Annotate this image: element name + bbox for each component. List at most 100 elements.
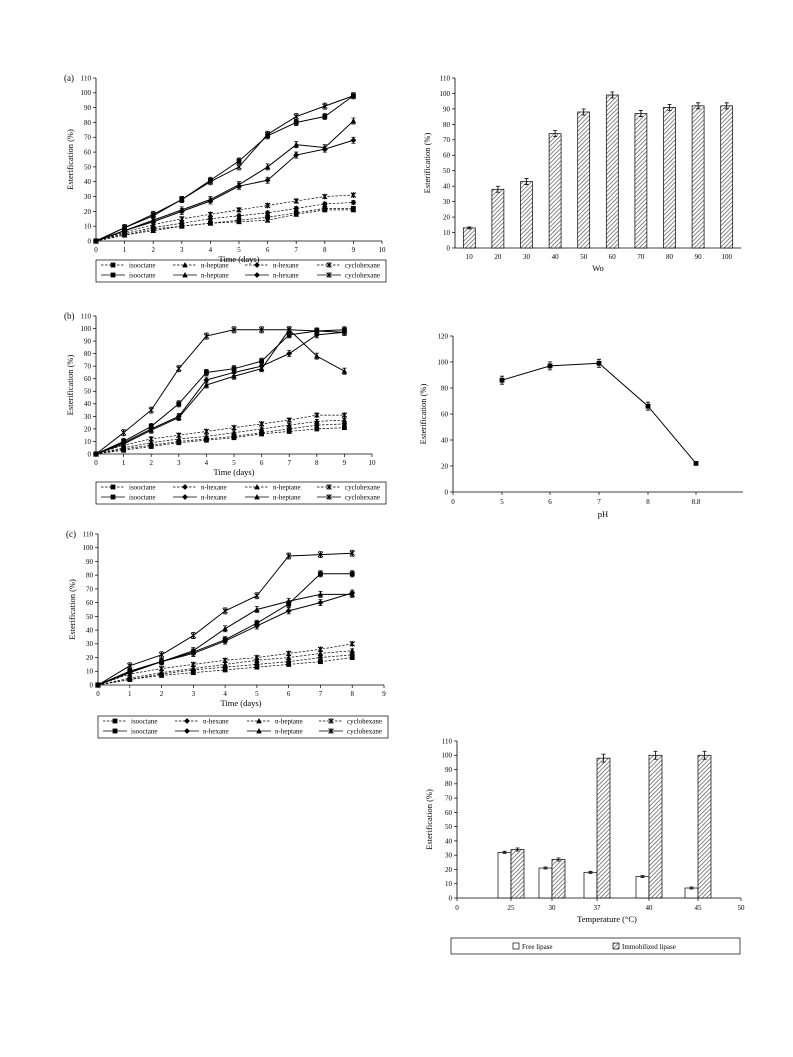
legend-label: n-heptane — [275, 717, 303, 725]
y-tick-label: 60 — [84, 148, 92, 156]
legend-label: n-heptane — [201, 271, 229, 279]
legend-marker — [182, 484, 188, 490]
x-tick-label: 9 — [352, 246, 356, 254]
y-tick-label: 90 — [84, 104, 92, 112]
y-tick-label: 30 — [86, 640, 94, 648]
x-tick-label: 9 — [382, 690, 386, 698]
data-point-n-heptane — [264, 163, 271, 170]
data-point-n-heptane — [314, 353, 320, 359]
bar-immobilized-lipase-45 — [697, 754, 712, 899]
y-tick-label: 70 — [443, 136, 451, 144]
data-point-n-heptane — [176, 435, 182, 442]
bar-wo-20 — [491, 188, 505, 249]
error-bar — [581, 108, 586, 116]
data-point-n-hexane — [293, 205, 300, 212]
x-axis-title: Time (days) — [218, 254, 259, 264]
data-point-cyclohexane — [158, 651, 165, 658]
data-point-cyclohexane — [264, 131, 271, 138]
data-point-cyclohexane — [148, 436, 154, 442]
x-tick-label: 40 — [646, 904, 654, 912]
legend-marker — [326, 494, 332, 500]
data-point-n-heptane — [286, 422, 292, 428]
x-tick-label: 5 — [255, 690, 259, 698]
y-tick-label: 100 — [81, 325, 92, 333]
legend-marker — [112, 718, 118, 724]
data-point-isooctane — [204, 370, 209, 375]
data-point-n-heptane — [258, 425, 265, 432]
data-point-cyclohexane — [148, 407, 154, 413]
data-point-n-heptane — [236, 218, 242, 225]
y-tick-label: 90 — [86, 558, 94, 566]
data-point-n-hexane — [150, 218, 157, 225]
data-point-cyclohexane — [286, 417, 292, 424]
legend-label: isooctane — [129, 493, 155, 501]
y-tick-label: 30 — [445, 852, 453, 860]
data-point-n-heptane — [254, 606, 260, 612]
y-tick-label: 50 — [84, 388, 92, 396]
data-point-n-heptane — [158, 669, 165, 676]
data-point-n-hexane — [350, 137, 357, 144]
legend-label: n-hexane — [273, 261, 299, 269]
bar-free-lipase-45 — [684, 887, 699, 899]
bar-immobilized-lipase-30 — [551, 859, 566, 899]
data-point-isooctane — [318, 571, 323, 577]
data-point-cyclohexane — [349, 640, 355, 647]
legend-label: n-heptane — [201, 261, 229, 269]
y-tick-label: 20 — [445, 866, 453, 874]
data-point-cyclohexane — [264, 202, 271, 209]
data-point-n-hexane — [231, 369, 237, 376]
data-point-n-hexane — [293, 152, 300, 158]
data-point-n-heptane — [293, 141, 299, 148]
y-tick-label: 120 — [438, 332, 449, 340]
series-line-cyclohexane-solid — [95, 95, 354, 242]
data-point-n-heptane — [264, 217, 271, 223]
legend-marker — [254, 494, 260, 500]
data-point-ph — [693, 461, 699, 466]
data-point-n-hexane — [253, 661, 260, 668]
error-bar — [543, 866, 548, 870]
legend-label: cyclohexane — [347, 717, 382, 725]
legend-label: cyclohexane — [347, 727, 382, 735]
panel-label: (a) — [64, 73, 74, 83]
chart-b: 0 10 20 30 40 50 60 70 80 90 100 110 0 1 2 3 4 5 6 7 8 9 10 Tim… — [64, 311, 387, 505]
error-bar — [515, 847, 520, 852]
y-tick-label: 100 — [438, 358, 449, 366]
x-tick-label: 5 — [232, 459, 236, 467]
data-point-cyclohexane — [349, 550, 355, 557]
data-point-cyclohexane — [258, 326, 265, 333]
data-point-n-heptane — [126, 675, 133, 681]
data-point-isooctane — [286, 332, 292, 338]
legend-marker — [182, 262, 188, 268]
legend-box — [95, 259, 387, 283]
y-tick-label: 110 — [442, 737, 453, 745]
data-point-n-hexane — [264, 209, 271, 216]
y-axis-title: Esterification (%) — [418, 384, 428, 445]
series-line-n-heptane-solid — [95, 329, 345, 455]
x-tick-label: 5 — [500, 498, 504, 506]
x-tick-label: 100 — [721, 253, 732, 261]
y-tick-label: 60 — [84, 375, 92, 383]
legend-marker — [326, 272, 332, 278]
data-point-cyclohexane — [350, 92, 357, 99]
y-tick-label: 100 — [83, 544, 94, 552]
data-point-isooctane — [176, 401, 182, 407]
data-point-ph — [596, 360, 602, 366]
data-point-n-hexane — [264, 177, 271, 184]
y-tick-label: 110 — [83, 530, 94, 538]
legend-marker — [112, 728, 118, 734]
data-point-cyclohexane — [222, 657, 228, 664]
y-tick-label: 40 — [84, 400, 92, 408]
data-point-cyclohexane — [317, 551, 324, 558]
y-tick-label: 80 — [445, 780, 453, 788]
y-tick-label: 50 — [84, 163, 92, 171]
data-point-n-hexane — [321, 146, 328, 153]
x-tick-label: 70 — [637, 253, 645, 261]
data-point-n-heptane — [203, 382, 210, 388]
data-point-isooctane — [318, 659, 323, 665]
x-tick-label: 60 — [609, 253, 617, 261]
y-tick-label: 110 — [440, 74, 451, 82]
data-point-n-heptane — [350, 206, 357, 213]
y-tick-label: 10 — [86, 668, 94, 676]
series-line-cyclohexane-dashed — [95, 194, 354, 242]
x-tick-label: 4 — [209, 246, 213, 254]
